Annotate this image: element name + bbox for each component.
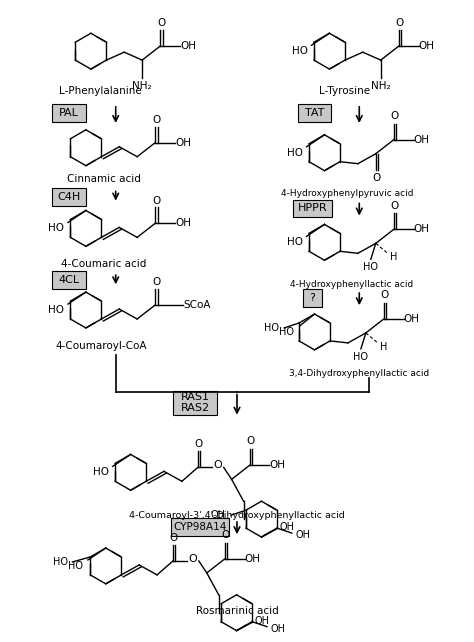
Text: OH: OH [180,41,196,51]
FancyBboxPatch shape [292,200,332,218]
Text: HO: HO [93,467,109,478]
Text: OH: OH [280,522,295,532]
Text: HO: HO [287,238,303,247]
Text: 3,4-Dihydroxyphenyllactic acid: 3,4-Dihydroxyphenyllactic acid [289,369,429,378]
Text: O: O [152,115,160,125]
Text: SCoA: SCoA [183,300,210,310]
FancyBboxPatch shape [172,518,229,536]
FancyBboxPatch shape [52,271,86,289]
Text: O: O [189,554,197,564]
Text: 4-Coumaric acid: 4-Coumaric acid [61,259,146,269]
Text: C4H: C4H [57,191,81,202]
Text: Cinnamic acid: Cinnamic acid [67,173,141,184]
Text: O: O [170,533,178,543]
Text: 4-Coumaroyl-3',4'-Dihydroxyphenyllactic acid: 4-Coumaroyl-3',4'-Dihydroxyphenyllactic … [129,510,345,519]
Text: HO: HO [363,262,378,272]
FancyBboxPatch shape [52,187,86,205]
FancyBboxPatch shape [298,104,331,122]
Text: HO: HO [292,46,308,56]
Text: HO: HO [264,323,279,333]
Text: OH: OH [295,530,310,540]
Text: OH: OH [175,218,191,229]
Text: 4-Coumaroyl-CoA: 4-Coumaroyl-CoA [55,341,146,351]
Text: HPPR: HPPR [298,204,328,214]
Text: HO: HO [353,352,368,362]
Text: HO: HO [53,557,68,567]
Text: OH: OH [413,135,429,145]
Text: OH: OH [413,225,429,234]
Text: 4CL: 4CL [58,275,80,285]
Text: 4-Hydroxyphenyllactic acid: 4-Hydroxyphenyllactic acid [290,280,413,289]
Text: TAT: TAT [305,108,324,118]
FancyBboxPatch shape [52,104,86,122]
Text: H: H [380,342,387,352]
Text: O: O [395,18,404,28]
Text: CYP98A14: CYP98A14 [173,522,227,532]
FancyBboxPatch shape [302,289,322,307]
Text: O: O [246,437,255,446]
Text: O: O [213,460,222,471]
Text: OH: OH [175,138,191,148]
FancyBboxPatch shape [173,391,217,415]
Text: L-Phenylalanine: L-Phenylalanine [59,86,142,96]
Text: RAS1
RAS2: RAS1 RAS2 [181,392,210,413]
Text: OH: OH [245,554,261,564]
Text: OH: OH [210,510,226,520]
Text: OH: OH [419,41,435,51]
Text: O: O [381,290,389,300]
Text: OH: OH [255,616,270,626]
Text: O: O [391,200,399,211]
Text: 4-Hydroxyphenylpyruvic acid: 4-Hydroxyphenylpyruvic acid [281,189,414,198]
Text: HO: HO [279,327,294,337]
Text: Rosmarinic acid: Rosmarinic acid [196,606,278,616]
Text: NH₂: NH₂ [132,81,152,91]
Text: ?: ? [310,293,316,303]
Text: OH: OH [403,314,419,324]
Text: L-Tyrosine: L-Tyrosine [319,86,370,96]
Text: O: O [391,111,399,121]
Text: OH: OH [269,460,285,471]
Text: PAL: PAL [59,108,79,118]
Text: NH₂: NH₂ [371,81,391,91]
Text: O: O [152,196,160,205]
Text: OH: OH [271,623,285,634]
Text: O: O [152,277,160,287]
Text: HO: HO [287,148,303,158]
Text: O: O [157,18,165,28]
Text: HO: HO [48,305,64,315]
Text: O: O [221,530,230,540]
Text: O: O [373,173,381,182]
Text: H: H [390,252,397,263]
Text: HO: HO [48,223,64,234]
Text: O: O [195,440,203,449]
Text: HO: HO [68,561,83,571]
